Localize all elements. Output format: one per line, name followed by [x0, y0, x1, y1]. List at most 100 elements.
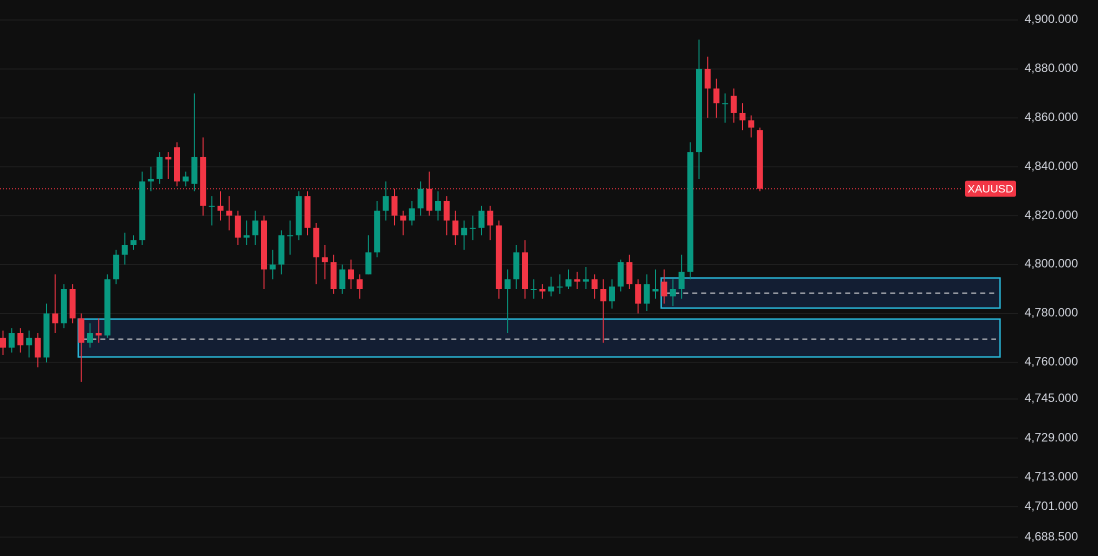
candle-body [652, 289, 659, 292]
candle-body [487, 210, 494, 226]
candle-body [626, 262, 633, 285]
zone-box [77, 318, 1001, 358]
y-tick-label: 4,729.000 [1025, 430, 1079, 444]
candle-body [261, 220, 267, 270]
candle-body [530, 289, 537, 291]
candle-body [147, 178, 154, 182]
y-tick-label: 4,713.000 [1025, 469, 1079, 483]
candle-body [678, 271, 685, 290]
candle-body [304, 196, 311, 228]
y-tick-label: 4,780.000 [1025, 306, 1079, 320]
candle-body [591, 279, 598, 290]
candle-body [78, 318, 85, 343]
candle-body [643, 284, 650, 304]
candle-body [17, 333, 24, 346]
candle-body [687, 152, 694, 272]
candle-body [313, 227, 320, 258]
candle-body [34, 337, 41, 358]
candle-body [435, 200, 441, 211]
candle-body [513, 252, 520, 280]
y-tick-label: 4,860.000 [1025, 110, 1079, 124]
candle-body [382, 196, 389, 211]
candle-body [226, 210, 233, 216]
y-tick-label: 4,900.000 [1025, 12, 1079, 26]
candle-body [756, 130, 763, 189]
candle-body [408, 208, 415, 221]
candle-body [165, 156, 172, 160]
candle-body [287, 235, 294, 237]
candle-body [60, 289, 67, 324]
candle-body [461, 227, 468, 236]
candle-body [609, 286, 615, 302]
y-tick-label: 4,880.000 [1025, 61, 1079, 75]
candle-body [252, 220, 259, 236]
candle-body [8, 333, 15, 348]
candle-body [156, 156, 163, 179]
candle-body [617, 262, 624, 287]
y-tick-label: 4,840.000 [1025, 159, 1079, 173]
candle-body [243, 235, 250, 238]
y-tick-label: 4,701.000 [1025, 499, 1079, 513]
candle-body [356, 279, 363, 290]
y-tick-label: 4,688.500 [1025, 529, 1079, 543]
candle-body [374, 210, 381, 253]
candle-body [200, 156, 207, 206]
candle-body [522, 252, 528, 290]
candle-body [582, 279, 589, 282]
y-tick-label: 4,800.000 [1025, 257, 1079, 271]
candle-body [69, 289, 76, 319]
candle-body [191, 156, 198, 184]
candle-body [504, 279, 511, 290]
candle-body [556, 286, 563, 288]
candle-body [478, 210, 485, 228]
y-tick-label: 4,820.000 [1025, 208, 1079, 222]
candle-body [565, 279, 572, 287]
candle-body [730, 95, 737, 113]
candle-body [365, 252, 372, 275]
candle-body [696, 68, 702, 153]
candle-body [443, 200, 450, 221]
candle-body [87, 333, 93, 343]
candle-body [295, 196, 302, 236]
candle-body [661, 281, 668, 297]
candle-body [539, 289, 546, 292]
candle-body [600, 289, 607, 302]
candle-body [722, 103, 729, 105]
symbol-label: XAUUSD [968, 184, 1014, 196]
candle-body [321, 257, 328, 263]
candle-body [669, 289, 676, 297]
candle-body [52, 313, 59, 324]
y-tick-label: 4,760.000 [1025, 355, 1079, 369]
candle-body [95, 333, 102, 336]
candle-body [704, 68, 711, 89]
candle-body [182, 176, 189, 182]
candle-body [452, 220, 459, 236]
y-tick-label: 4,745.000 [1025, 391, 1079, 405]
candle-body [339, 269, 346, 290]
candle-body [26, 337, 33, 346]
candle-body [269, 264, 276, 270]
candle-body [713, 88, 720, 104]
candle-body [104, 279, 111, 336]
symbol-badge [965, 180, 1016, 197]
candle-body [348, 269, 354, 280]
candle-body [400, 215, 407, 221]
candle-body [574, 279, 581, 282]
candle-body [113, 254, 120, 280]
candle-body [217, 205, 224, 211]
candle-body [495, 225, 502, 290]
candle-body [0, 337, 6, 348]
candle-body [417, 188, 424, 209]
candle-body [43, 313, 50, 358]
candle-body [330, 262, 337, 290]
candle-body [208, 205, 215, 207]
candle-body [469, 227, 476, 229]
candle-body [548, 286, 555, 292]
candle-body [121, 244, 128, 255]
candle-body [234, 215, 241, 238]
candle-body [739, 112, 746, 121]
candle-body [174, 147, 180, 182]
candle-body [139, 181, 146, 241]
